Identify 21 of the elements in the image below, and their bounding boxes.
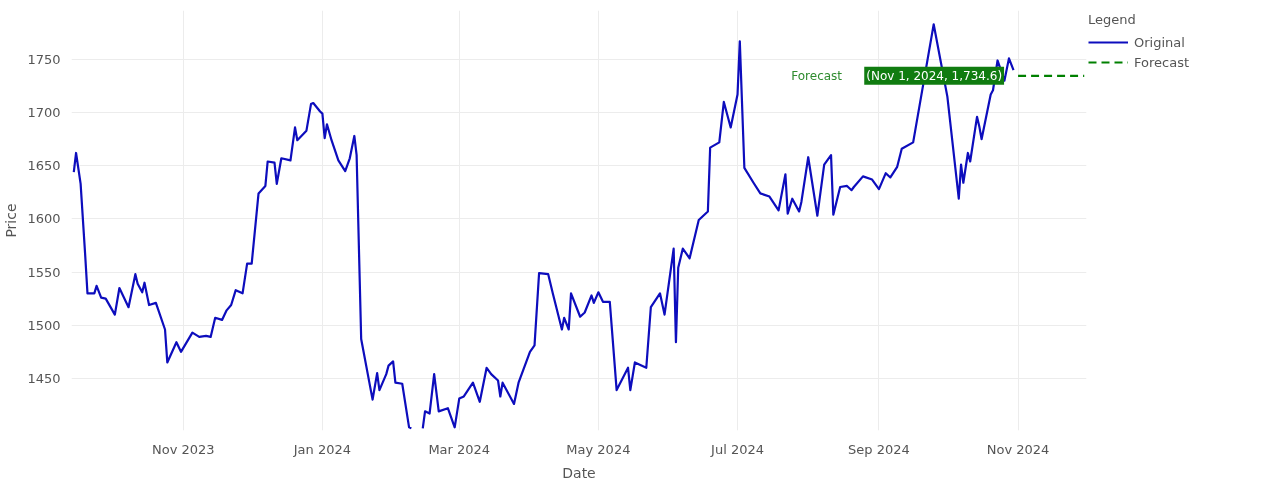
y-tick-label: 1650 [27,158,61,174]
x-tick-label: Mar 2024 [428,441,491,457]
x-tick-label: Nov 2024 [986,441,1050,457]
y-tick-label: 1700 [27,105,61,121]
legend-label: Forecast [1134,54,1190,70]
y-tick-label: 1500 [27,317,61,333]
x-tick-label: May 2024 [566,441,631,457]
legend-label: Original [1134,34,1185,50]
y-tick-label: 1450 [27,370,61,386]
x-tick-label: Jul 2024 [710,441,764,457]
x-tick-label: Nov 2023 [151,441,215,457]
y-tick-label: 1600 [27,211,61,227]
x-tick-label: Sep 2024 [848,441,910,457]
y-axis-title: Price [3,203,20,238]
x-tick-label: Jan 2024 [292,441,352,457]
y-tick-label: 1550 [27,264,61,280]
y-tick-label: 1750 [27,51,61,67]
legend-title: Legend [1088,12,1137,27]
annotation: Forecast [791,68,843,83]
x-axis-title: Date [562,464,596,481]
annotation: (Nov 1, 2024, 1,734.6) [866,68,1003,83]
